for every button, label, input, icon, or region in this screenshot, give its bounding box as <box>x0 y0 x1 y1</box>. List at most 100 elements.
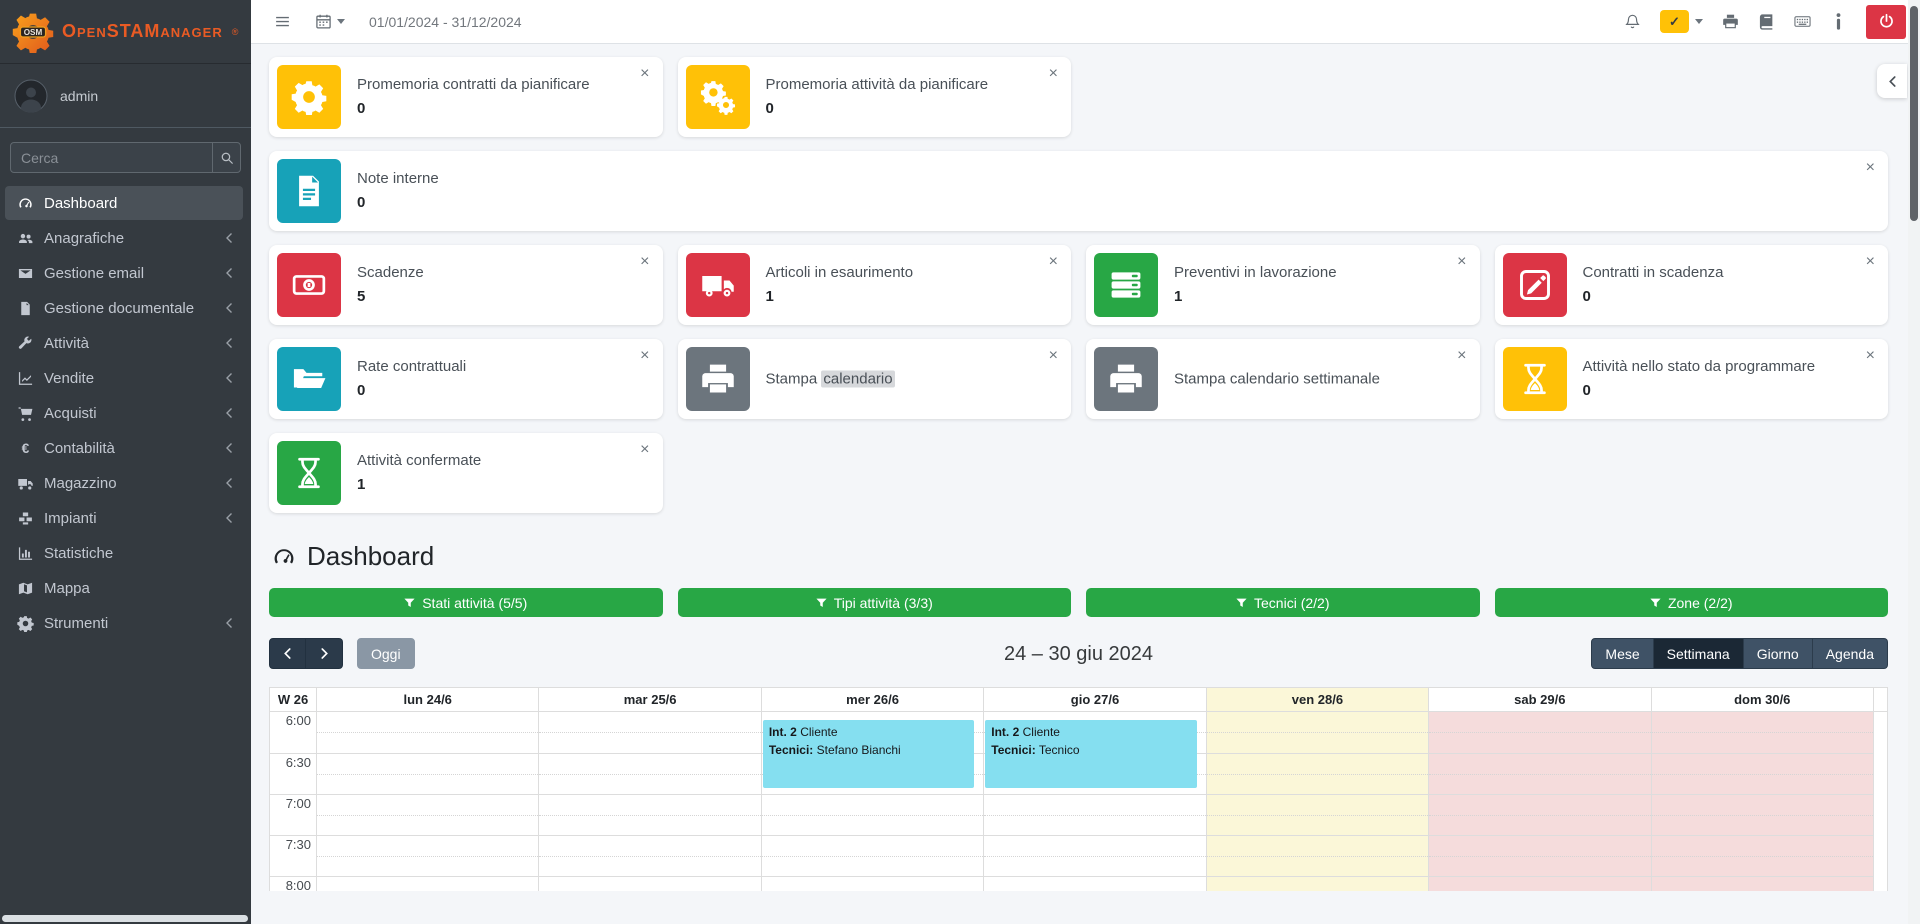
power-icon <box>1878 13 1895 30</box>
day-column-lun-24-6[interactable] <box>316 712 539 891</box>
widgets-panel-toggle[interactable] <box>1877 64 1907 98</box>
next-week-button[interactable] <box>306 638 343 669</box>
avatar <box>14 79 48 113</box>
widget-card-stampa-calendario[interactable]: Stampa calendario × <box>677 339 1071 419</box>
day-column-ven-28-6[interactable] <box>1205 712 1429 891</box>
day-column-gio-27-6[interactable]: Int. 2 Cliente Tecnici: Tecnico <box>983 712 1207 891</box>
widget-card-articoli-in-esaurimento[interactable]: Articoli in esaurimento 1 × <box>677 245 1071 325</box>
close-icon[interactable]: × <box>640 253 650 270</box>
logout-button[interactable] <box>1866 4 1906 39</box>
sidebar-item-acquisti[interactable]: Acquisti <box>5 396 243 430</box>
view-button-agenda[interactable]: Agenda <box>1812 638 1888 669</box>
horizontal-scrollbar-thumb[interactable] <box>2 915 248 922</box>
widget-card-preventivi-in-lavorazione[interactable]: Preventivi in lavorazione 1 × <box>1086 245 1480 325</box>
close-icon[interactable]: × <box>640 441 650 458</box>
users-icon <box>14 230 36 247</box>
widget-value: 1 <box>357 476 366 493</box>
widget-card-promemoria-attivita-da-pianificare[interactable]: Promemoria attività da pianificare 0 × <box>677 57 1071 137</box>
prev-week-button[interactable] <box>269 638 306 669</box>
services-status-button[interactable]: ✓ <box>1660 10 1703 33</box>
sidebar-item-vendite[interactable]: Vendite <box>5 361 243 395</box>
sidebar-item-attivita[interactable]: Attività <box>5 326 243 360</box>
sidebar-item-dashboard[interactable]: Dashboard <box>5 186 243 220</box>
close-icon[interactable]: × <box>1865 159 1875 176</box>
widget-label: Articoli in esaurimento <box>765 264 914 281</box>
widget-card-stampa-calendario-settimanale[interactable]: Stampa calendario settimanale × <box>1086 339 1480 419</box>
sidebar-item-mappa[interactable]: Mappa <box>5 571 243 605</box>
widget-value: 0 <box>765 100 774 117</box>
sidebar-item-magazzino[interactable]: Magazzino <box>5 466 243 500</box>
calendar-toolbar: Oggi 24 – 30 giu 2024 Mese Settimana Giorn… <box>269 637 1888 671</box>
calendar-event[interactable]: Int. 2 Cliente Tecnici: Stefano Bianchi <box>762 720 975 788</box>
view-button-giorno[interactable]: Giorno <box>1743 638 1813 669</box>
widget-card-contratti-in-scadenza[interactable]: Contratti in scadenza 0 × <box>1494 245 1888 325</box>
search-input[interactable] <box>11 143 212 172</box>
calendar-header-row: W 26 lun 24/6 mar 25/6 mer 26/6 gio 27/6 ven … <box>269 687 1888 711</box>
notifications-button[interactable] <box>1624 13 1641 30</box>
filter-button-stati-attivita[interactable]: Stati attività (5/5) <box>269 588 663 617</box>
close-icon[interactable]: × <box>1048 65 1058 82</box>
sidebar-item-strumenti[interactable]: Strumenti <box>5 606 243 640</box>
tachometer-icon <box>14 195 36 212</box>
close-icon[interactable]: × <box>640 65 650 82</box>
close-icon[interactable]: × <box>1865 347 1875 364</box>
sidebar-item-impianti[interactable]: Impianti <box>5 501 243 535</box>
filter-funnel-icon <box>816 598 827 608</box>
time-axis: 6:00 6:30 7:00 7:30 8:00 <box>270 712 316 891</box>
close-icon[interactable]: × <box>640 347 650 364</box>
widget-card-promemoria-contratti-da-pianificare[interactable]: Promemoria contratti da pianificare 0 × <box>269 57 663 137</box>
docs-button[interactable] <box>1758 13 1775 30</box>
sidebar-item-gestione-email[interactable]: Gestione email <box>5 256 243 290</box>
close-icon[interactable]: × <box>1457 253 1467 270</box>
widget-card-scadenze[interactable]: Scadenze 5 × <box>269 245 663 325</box>
scroll-gutter <box>1872 688 1887 711</box>
day-column-dom-30-6[interactable] <box>1650 712 1874 891</box>
widget-card-rate-contrattuali[interactable]: Rate contrattuali 0 × <box>269 339 663 419</box>
time-label: 8:00 <box>285 878 311 891</box>
info-button[interactable] <box>1830 13 1847 30</box>
day-column-mer-26-6[interactable]: Int. 2 Cliente Tecnici: Stefano Bianchi <box>760 712 984 891</box>
close-icon[interactable]: × <box>1865 253 1875 270</box>
period-calendar-button[interactable] <box>315 13 345 30</box>
view-button-settimana[interactable]: Settimana <box>1653 638 1744 669</box>
sidebar-item-contabilita[interactable]: € Contabilità <box>5 431 243 465</box>
widget-label: Scadenze <box>357 264 424 281</box>
day-column-mar-25-6[interactable] <box>538 712 762 891</box>
bell-icon <box>1624 13 1641 30</box>
search-button[interactable] <box>212 143 240 172</box>
chevron-left-icon <box>1888 75 1897 88</box>
view-button-mese[interactable]: Mese <box>1591 638 1654 669</box>
svg-text:€: € <box>21 440 29 456</box>
svg-text:OSM: OSM <box>24 27 43 36</box>
close-icon[interactable]: × <box>1048 253 1058 270</box>
info-icon <box>1830 13 1847 30</box>
shortcuts-button[interactable] <box>1794 13 1811 30</box>
calendar-event[interactable]: Int. 2 Cliente Tecnici: Tecnico <box>985 720 1197 788</box>
filter-button-zone[interactable]: Zone (2/2) <box>1494 588 1888 617</box>
filter-button-tipi-attivita[interactable]: Tipi attività (3/3) <box>677 588 1071 617</box>
widget-card-note-interne[interactable]: Note interne 0 × <box>269 151 1888 231</box>
close-icon[interactable]: × <box>1048 347 1058 364</box>
user-panel[interactable]: admin <box>0 64 251 128</box>
file-icon <box>14 300 36 317</box>
sidebar-item-statistiche[interactable]: Statistiche <box>5 536 243 570</box>
today-button[interactable]: Oggi <box>357 638 415 669</box>
sidebar-item-label: Vendite <box>44 369 95 387</box>
sidebar-item-label: Anagrafiche <box>44 229 125 247</box>
date-range[interactable]: 01/01/2024 - 31/12/2024 <box>369 13 522 30</box>
filter-button-tecnici[interactable]: Tecnici (2/2) <box>1086 588 1480 617</box>
sidebar-item-label: Dashboard <box>44 194 118 212</box>
vertical-scrollbar-thumb[interactable] <box>1910 6 1918 221</box>
print-button[interactable] <box>1722 13 1739 30</box>
widget-card-attivita-confermate[interactable]: Attività confermate 1 × <box>269 433 663 513</box>
widget-label: Rate contrattuali <box>357 358 467 375</box>
sidebar-item-anagrafiche[interactable]: Anagrafiche <box>5 221 243 255</box>
hamburger-menu-button[interactable] <box>274 13 291 30</box>
gear-icon <box>277 65 341 129</box>
close-icon[interactable]: × <box>1457 347 1467 364</box>
sidebar-item-gestione-documentale[interactable]: Gestione documentale <box>5 291 243 325</box>
widget-card-attivita-nello-stato-da-programmare[interactable]: Attività nello stato da programmare 0 × <box>1494 339 1888 419</box>
vertical-scrollbar[interactable] <box>1908 0 1920 924</box>
brand[interactable]: OSM OpenSTAManager ® <box>0 0 251 64</box>
day-column-sab-29-6[interactable] <box>1428 712 1651 891</box>
